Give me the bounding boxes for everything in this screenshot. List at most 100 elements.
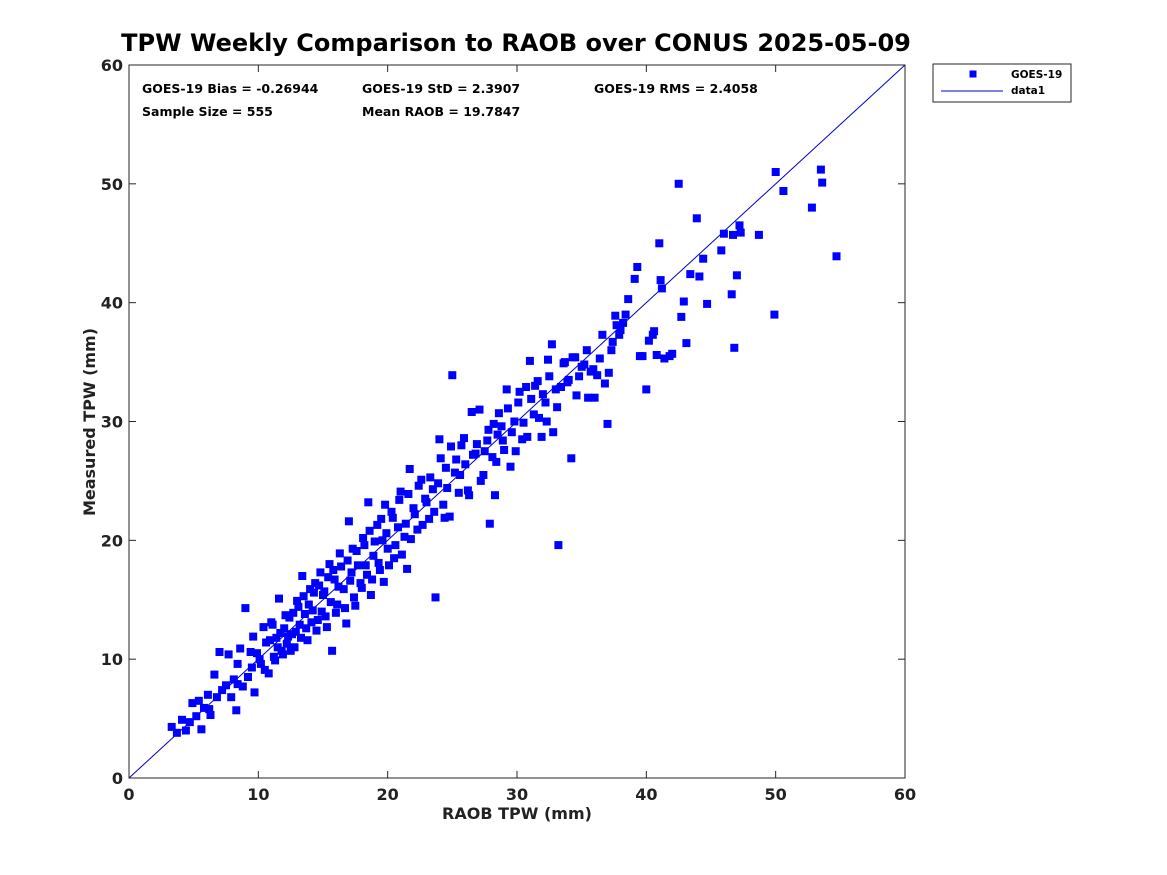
data-point	[560, 358, 569, 367]
data-point	[440, 513, 449, 522]
data-point	[312, 626, 321, 635]
data-point	[717, 246, 726, 255]
data-point	[489, 419, 498, 428]
data-point	[467, 408, 476, 416]
data-point	[335, 549, 344, 558]
data-point	[461, 460, 470, 469]
data-point	[615, 330, 624, 339]
data-point	[568, 353, 577, 362]
data-point	[642, 385, 651, 394]
data-point	[325, 560, 334, 569]
data-point	[480, 447, 489, 456]
data-point	[238, 682, 247, 691]
data-point	[291, 627, 300, 636]
data-point	[215, 648, 224, 656]
data-point	[735, 221, 744, 230]
data-point	[502, 385, 511, 394]
data-point	[595, 354, 604, 363]
data-point	[531, 381, 540, 390]
x-axis-label: RAOB TPW (mm)	[442, 804, 592, 823]
data-point	[378, 536, 387, 545]
x-tick-label: 60	[894, 785, 916, 804]
data-point	[382, 529, 391, 538]
data-point	[732, 271, 741, 280]
data-point	[656, 276, 665, 285]
x-tick-label: 40	[635, 785, 657, 804]
data-point	[396, 487, 405, 496]
data-point	[365, 526, 374, 535]
data-point	[397, 550, 406, 559]
data-point	[475, 405, 484, 414]
data-point	[604, 368, 613, 377]
data-point	[544, 355, 552, 364]
data-point	[454, 488, 463, 497]
data-point	[674, 179, 683, 188]
data-point	[315, 581, 324, 590]
data-point	[299, 592, 308, 601]
data-point	[309, 588, 318, 597]
data-point	[439, 500, 448, 509]
stat-rms: GOES-19 RMS = 2.4058	[594, 81, 758, 96]
data-point	[390, 554, 399, 563]
data-point	[351, 601, 360, 610]
data-point	[507, 428, 516, 437]
data-point	[518, 435, 527, 444]
data-point	[197, 725, 206, 734]
data-point	[334, 582, 343, 591]
data-point	[391, 541, 400, 550]
data-point	[322, 623, 331, 632]
data-point	[660, 354, 669, 363]
data-point	[324, 573, 333, 582]
data-point	[635, 352, 644, 361]
data-point	[403, 564, 412, 573]
data-point	[515, 387, 524, 396]
data-point	[383, 544, 392, 553]
data-point	[341, 604, 349, 613]
data-point	[593, 371, 602, 380]
data-point	[535, 413, 543, 422]
data-point	[388, 513, 397, 522]
x-tick-label: 50	[765, 785, 787, 804]
data-point	[271, 656, 280, 665]
data-point	[317, 607, 326, 616]
data-point	[435, 435, 444, 444]
data-point	[377, 514, 386, 523]
data-point	[452, 455, 461, 464]
data-point	[307, 618, 316, 627]
data-point	[337, 562, 346, 571]
data-point	[695, 272, 704, 281]
stat-sample-size: Sample Size = 555	[142, 104, 273, 119]
data-point	[284, 632, 293, 641]
data-point	[172, 728, 181, 737]
data-point	[554, 541, 563, 550]
data-point	[321, 612, 330, 621]
data-point	[590, 393, 599, 402]
data-point	[286, 646, 295, 655]
data-point	[729, 230, 737, 239]
data-point	[441, 463, 450, 472]
data-point	[328, 646, 337, 655]
data-point	[417, 475, 426, 484]
data-point	[465, 491, 474, 500]
data-point	[586, 367, 595, 376]
data-point	[668, 349, 677, 358]
data-point	[426, 473, 435, 482]
stats-annotation: GOES-19 Bias = -0.26944 GOES-19 StD = 2.…	[142, 81, 758, 119]
data-point	[303, 636, 312, 645]
stat-bias: GOES-19 Bias = -0.26944	[142, 81, 319, 96]
data-point	[222, 681, 230, 690]
data-point	[331, 608, 340, 617]
data-point	[360, 541, 369, 550]
data-point	[770, 310, 779, 319]
data-point	[329, 566, 338, 574]
data-point	[188, 699, 197, 708]
data-point	[529, 410, 538, 419]
data-point	[652, 351, 661, 359]
data-point	[582, 346, 591, 355]
data-point	[320, 587, 329, 596]
data-point	[511, 447, 520, 456]
data-point	[549, 428, 558, 437]
data-point	[282, 639, 291, 648]
data-point	[447, 442, 455, 451]
